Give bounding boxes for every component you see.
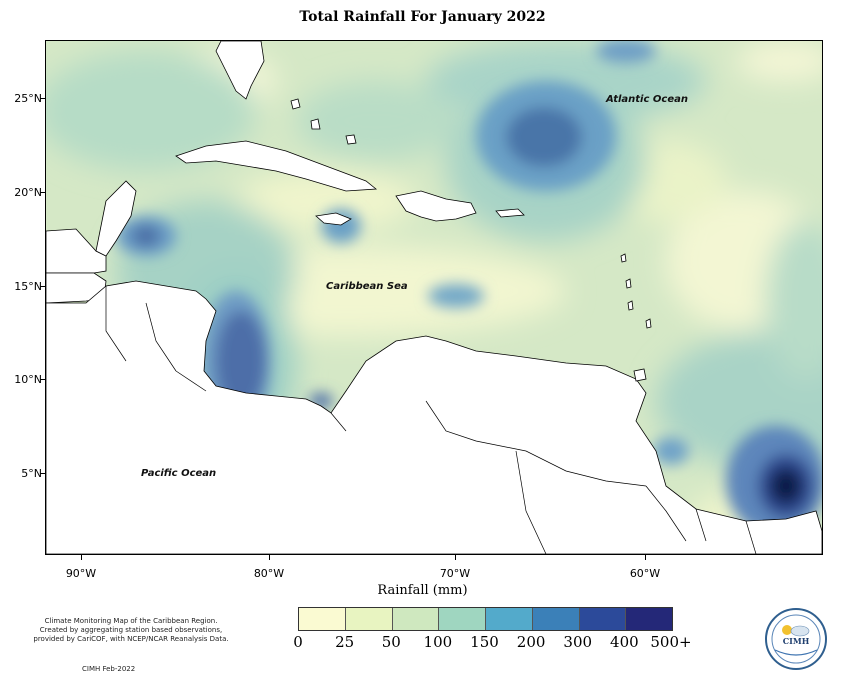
lat-label-25n: 25°N <box>14 92 42 105</box>
map-notes: Climate Monitoring Map of the Caribbean … <box>6 617 256 644</box>
lat-tick <box>40 286 45 287</box>
lon-tick <box>645 555 646 560</box>
map-title: Total Rainfall For January 2022 <box>299 9 546 25</box>
cimh-logo: CIMH <box>765 608 827 670</box>
legend-label: 50 <box>381 633 401 651</box>
legend-swatch <box>299 608 346 630</box>
lon-label-60w: 60°W <box>629 567 661 580</box>
pacific-ocean-label: Pacific Ocean <box>141 468 217 479</box>
lon-label-70w: 70°W <box>439 567 471 580</box>
lon-label-90w: 90°W <box>65 567 97 580</box>
caribbean-sea-label: Caribbean Sea <box>326 281 408 292</box>
lon-tick <box>269 555 270 560</box>
lat-tick <box>40 473 45 474</box>
country-borders <box>105 286 757 554</box>
lat-label-15n: 15°N <box>14 280 42 293</box>
lat-tick <box>40 379 45 380</box>
legend-label: 25 <box>335 633 355 651</box>
lat-label-5n: 5°N <box>21 467 42 480</box>
legend-label: 400 <box>610 633 639 651</box>
legend-label: 150 <box>470 633 499 651</box>
legend-label: 200 <box>516 633 546 651</box>
legend-label: 100 <box>423 633 453 651</box>
legend-swatch <box>439 608 486 630</box>
logo-text: CIMH <box>782 636 810 646</box>
rainfall-map: Atlantic Ocean Caribbean Sea Pacific Oce… <box>45 40 823 555</box>
notes-line-1: Climate Monitoring Map of the Caribbean … <box>44 617 218 625</box>
lon-tick <box>81 555 82 560</box>
lat-label-20n: 20°N <box>14 186 42 199</box>
legend-swatch <box>486 608 533 630</box>
legend-swatch <box>345 608 393 630</box>
legend-swatch <box>532 608 580 630</box>
atlantic-ocean-label: Atlantic Ocean <box>606 94 688 105</box>
lat-tick <box>40 98 45 99</box>
legend-color-bar <box>298 607 673 631</box>
legend-label: 500+ <box>650 633 692 651</box>
legend-swatch <box>626 608 672 630</box>
lat-label-10n: 10°N <box>14 373 42 386</box>
lon-label-80w: 80°W <box>253 567 285 580</box>
legend-swatch <box>392 608 440 630</box>
notes-line-2: Created by aggregating station based obs… <box>39 626 223 634</box>
legend-title: Rainfall (mm) <box>377 583 468 598</box>
legend-label: 0 <box>293 633 303 651</box>
land-masses <box>46 41 822 554</box>
legend-swatch <box>579 608 627 630</box>
rainfall-field <box>46 41 822 554</box>
notes-line-3: provided by CariCOF, with NCEP/NCAR Rean… <box>33 635 229 643</box>
lat-tick <box>40 192 45 193</box>
credit-note: CIMH Feb-2022 <box>82 665 136 673</box>
legend-label: 300 <box>563 633 593 651</box>
sun-cloud-icon <box>771 614 821 664</box>
lon-tick <box>455 555 456 560</box>
